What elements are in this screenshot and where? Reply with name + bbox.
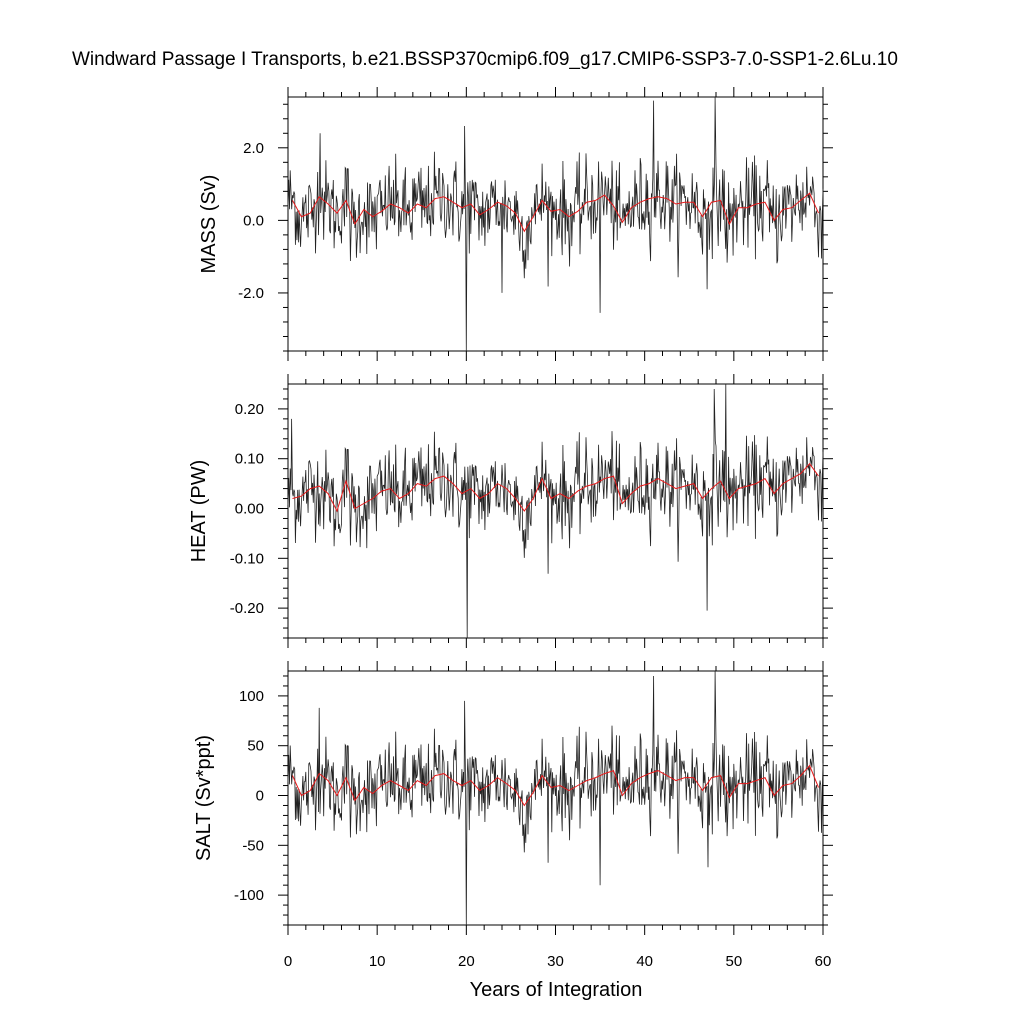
y-tick-label: 0.20 (235, 401, 264, 418)
panel-1: -2.0 0.0 2.0 MASS (Sv) (198, 87, 833, 361)
y-tick-label: -0.10 (230, 550, 264, 567)
monthly-series-line (287, 383, 824, 639)
y-tick-label: -100 (234, 887, 264, 904)
panel-3: -100 -50 0 50 100 SALT (Sv*ppt) (193, 661, 833, 935)
x-tick-label: 20 (458, 953, 475, 970)
panels: -2.0 0.0 2.0 MASS (Sv) -0.20 -0.10 0.00 0.10 0.2… (188, 87, 833, 970)
annual-mean-series-line (292, 192, 819, 233)
panel-2: -0.20 -0.10 0.00 0.10 0.20 HEAT (PW) (188, 374, 833, 648)
x-axis-label: Years of Integration (470, 979, 643, 1001)
y-axis-label: HEAT (PW) (188, 460, 210, 563)
y-tick-label: 0.10 (235, 451, 264, 468)
x-tick-label: 10 (369, 953, 386, 970)
x-tick-label: 0 (284, 953, 292, 970)
annual-mean-series-line (292, 462, 819, 513)
y-tick-label: -0.20 (230, 600, 264, 617)
x-tick-label: 50 (725, 953, 742, 970)
plot-frame (287, 383, 824, 639)
y-tick-label: 0 (256, 788, 264, 805)
x-tick-label: 30 (547, 953, 564, 970)
y-axis-label: SALT (Sv*ppt) (193, 735, 215, 861)
y-tick-label: -2.0 (238, 285, 264, 302)
y-tick-label: 2.0 (243, 140, 264, 157)
annual-mean-series-line (292, 764, 819, 807)
chart-title: Windward Passage I Transports, b.e21.BSS… (72, 49, 898, 70)
y-tick-label: 0.0 (243, 212, 264, 229)
y-tick-label: 50 (247, 738, 264, 755)
x-tick-label: 60 (815, 953, 832, 970)
y-tick-label: 0.00 (235, 501, 264, 518)
y-tick-label: -50 (242, 837, 264, 854)
x-tick-label: 40 (636, 953, 653, 970)
y-tick-label: 100 (239, 688, 264, 705)
y-axis-label: MASS (Sv) (198, 175, 220, 274)
monthly-series-line (287, 670, 824, 926)
monthly-series-line (287, 96, 824, 352)
